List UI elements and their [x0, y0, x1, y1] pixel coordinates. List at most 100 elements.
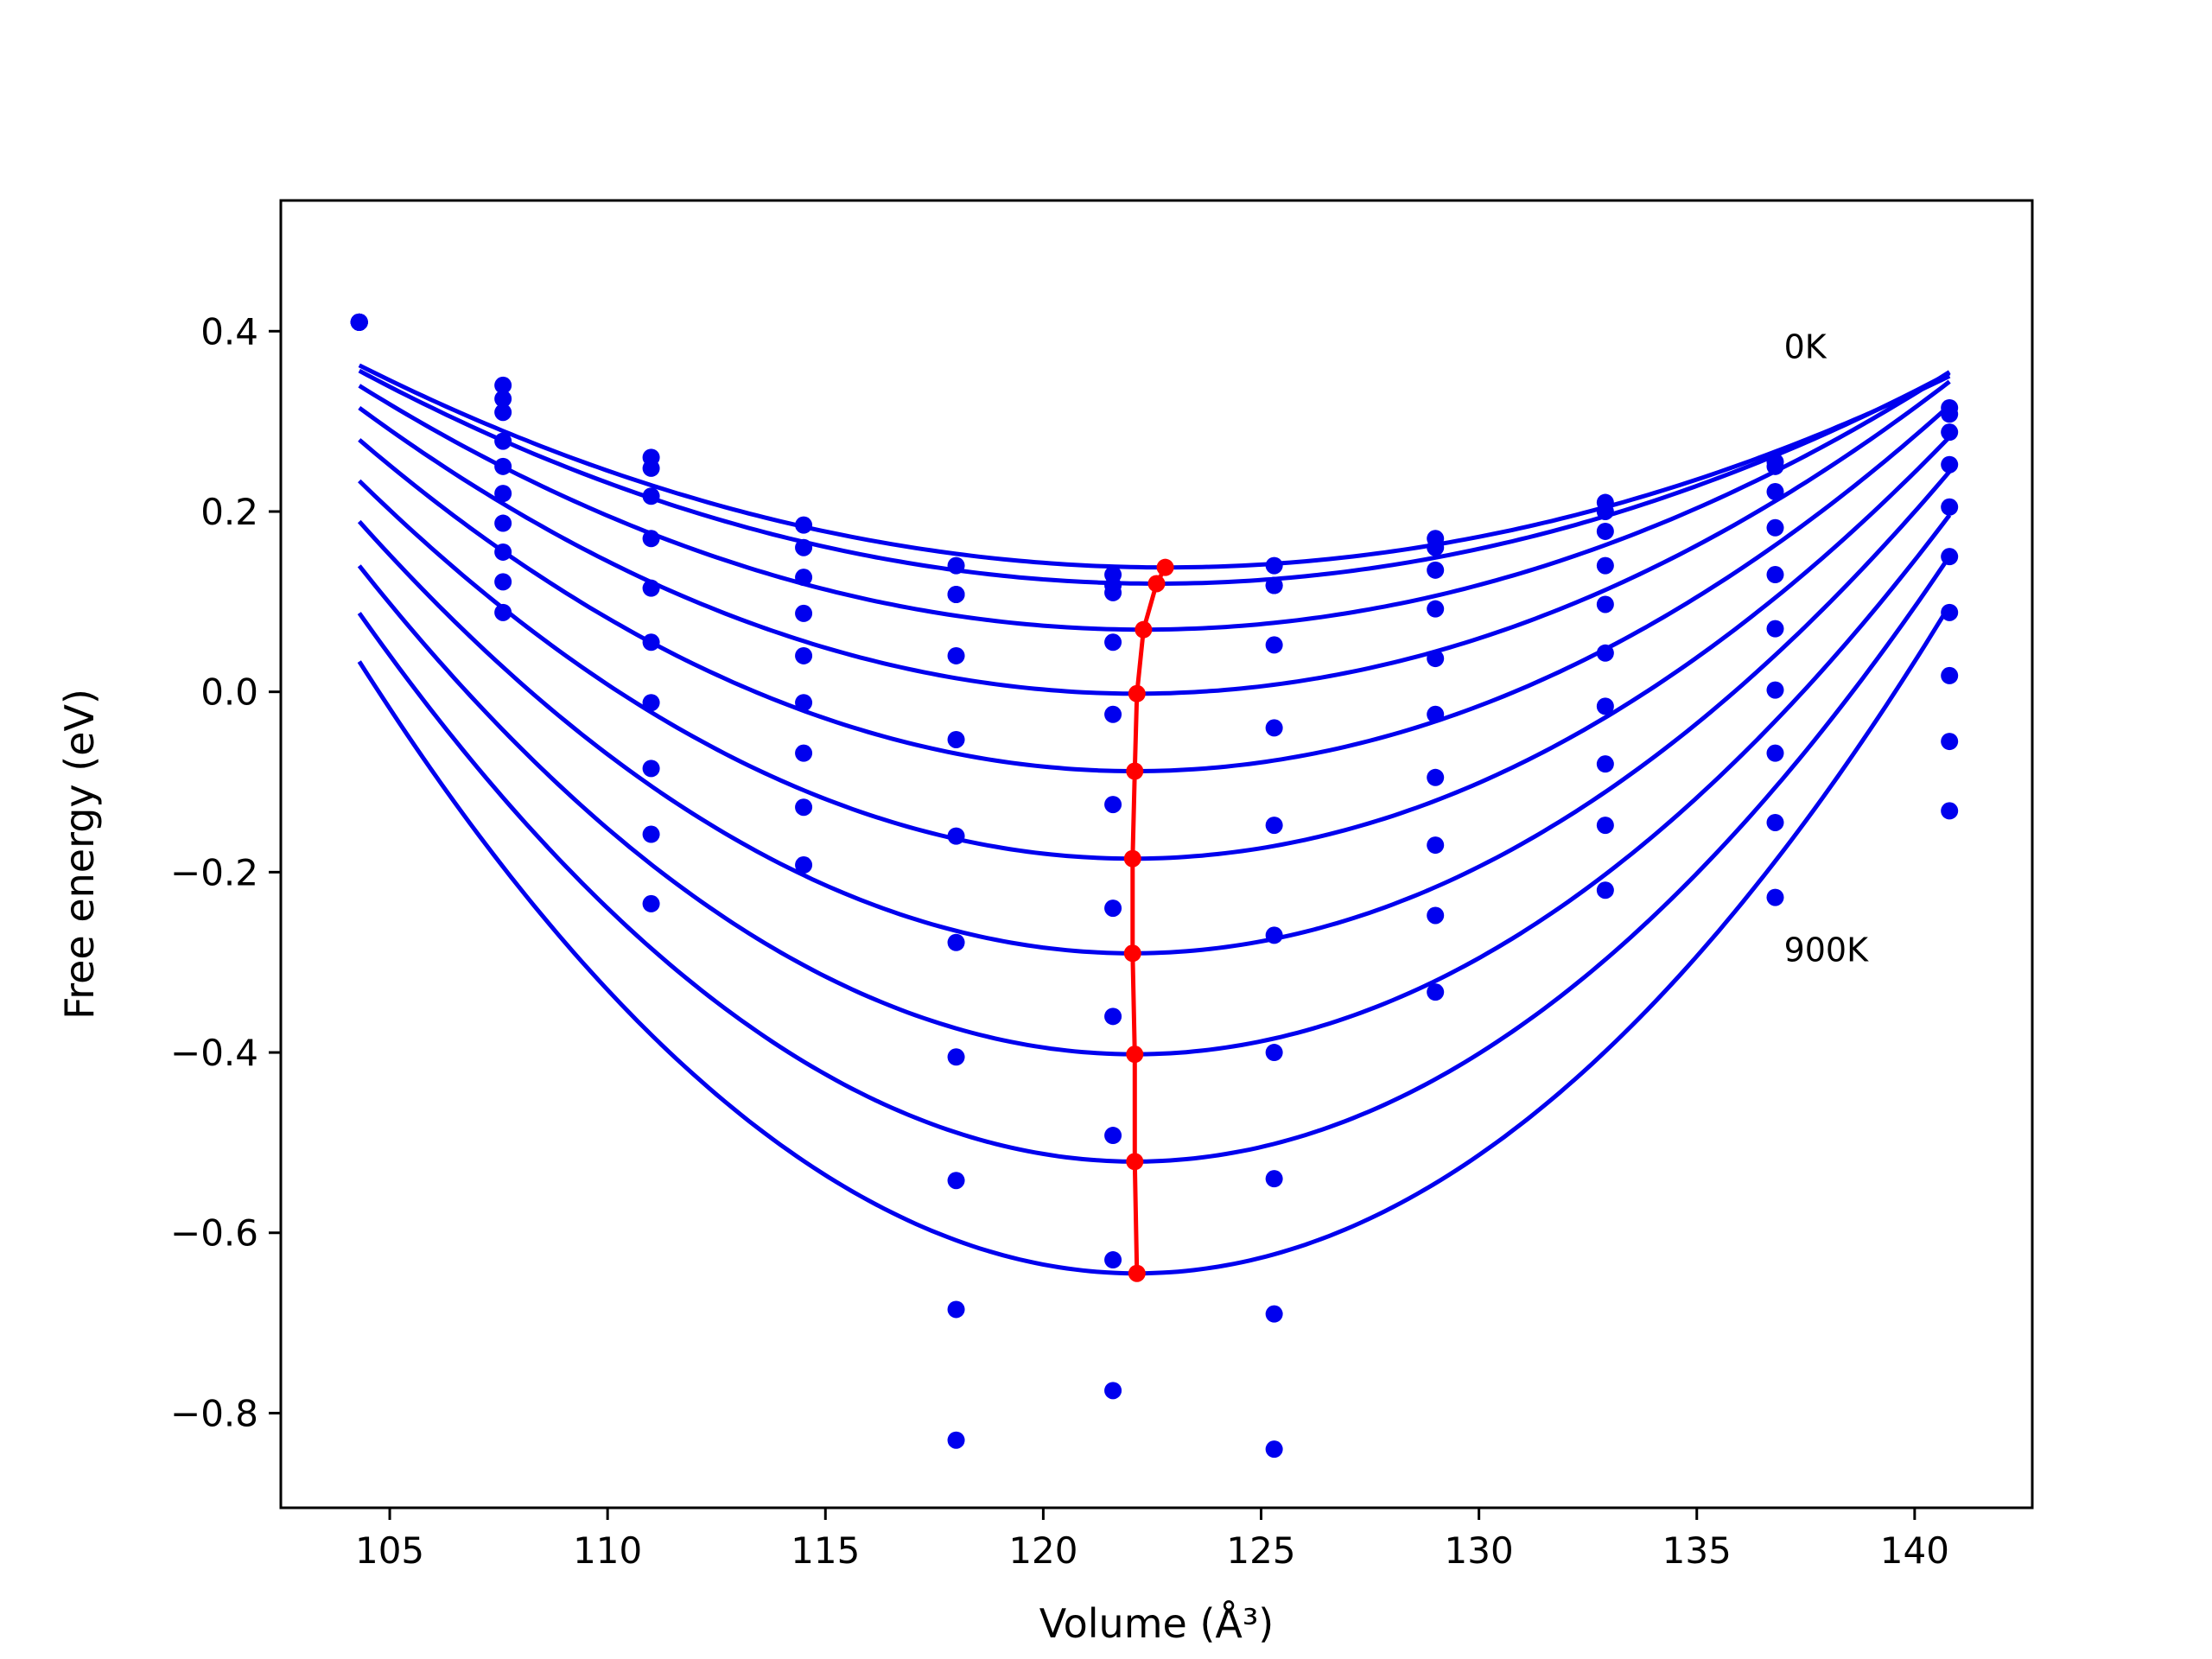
minimum-point: [1128, 684, 1146, 702]
data-point: [1265, 556, 1283, 575]
data-point: [1427, 836, 1445, 855]
minimum-point: [1126, 1046, 1144, 1064]
data-point: [642, 633, 660, 652]
scatter-points: [350, 313, 1959, 1459]
fit-curve-5: [358, 435, 1951, 861]
x-tick-label: 140: [1880, 1529, 1949, 1572]
data-point: [1596, 556, 1614, 575]
data-point: [1427, 600, 1445, 618]
data-point: [1104, 705, 1122, 723]
data-point: [1265, 1044, 1283, 1062]
data-point: [1766, 518, 1784, 537]
data-point: [947, 585, 965, 603]
data-point: [1941, 405, 1959, 423]
data-point: [795, 604, 813, 622]
data-point: [947, 646, 965, 664]
minimum-point: [1123, 944, 1141, 963]
data-point: [1941, 802, 1959, 820]
data-point: [1265, 1170, 1283, 1188]
data-point: [1766, 457, 1784, 475]
x-tick-label: 105: [355, 1529, 424, 1572]
minimum-point: [1126, 762, 1144, 780]
minimum-point: [1135, 620, 1153, 639]
data-point: [1766, 620, 1784, 638]
data-point: [1596, 881, 1614, 899]
data-point: [795, 538, 813, 556]
plot-frame: [279, 199, 2034, 1510]
data-point: [1596, 817, 1614, 835]
minimum-point: [1126, 1153, 1144, 1171]
fit-curve-1: [358, 368, 1951, 586]
data-point: [1427, 906, 1445, 925]
data-point: [1104, 796, 1122, 814]
data-point: [494, 485, 512, 503]
data-point: [795, 569, 813, 587]
data-point: [1766, 744, 1784, 762]
data-point: [1941, 548, 1959, 566]
x-axis-ticks: 105 110 115 120 125 130 135 140: [355, 1508, 1949, 1572]
y-tick-label: −0.8: [170, 1392, 258, 1434]
data-point: [947, 827, 965, 845]
data-point: [1427, 650, 1445, 668]
x-axis-label: Volume (Å³): [1039, 1600, 1274, 1647]
data-point: [1427, 705, 1445, 723]
minimum-point: [1123, 849, 1141, 868]
minima-path: [1130, 566, 1167, 1274]
data-point: [1596, 502, 1614, 520]
data-point: [947, 1172, 965, 1190]
data-point: [947, 1300, 965, 1319]
y-tick-label: 0.2: [200, 491, 258, 533]
data-point: [1104, 576, 1122, 594]
data-point: [795, 646, 813, 664]
y-tick-label: −0.4: [170, 1032, 258, 1074]
fit-curve-4: [358, 404, 1951, 773]
data-point: [1596, 644, 1614, 662]
x-tick-label: 125: [1226, 1529, 1295, 1572]
data-point: [1427, 768, 1445, 786]
data-point: [1427, 561, 1445, 579]
x-tick-label: 110: [573, 1529, 642, 1572]
fit-curve-3: [358, 379, 1951, 696]
minimum-point: [1147, 575, 1166, 593]
x-tick-label: 120: [1008, 1529, 1077, 1572]
data-point: [1941, 423, 1959, 442]
data-point: [642, 694, 660, 712]
data-point: [1104, 1007, 1122, 1026]
x-tick-label: 130: [1445, 1529, 1514, 1572]
data-point: [947, 933, 965, 951]
fit-curve-0: [358, 363, 1951, 570]
data-point: [1265, 636, 1283, 654]
data-point: [1596, 522, 1614, 540]
minima-line: [1123, 558, 1174, 1282]
fit-curve-8: [357, 555, 1952, 1164]
annotation-0k: 0K: [1784, 328, 1827, 366]
data-point: [1766, 681, 1784, 699]
data-point: [1104, 633, 1122, 652]
data-point: [1941, 603, 1959, 621]
data-point: [1104, 1251, 1122, 1269]
data-point: [1941, 666, 1959, 684]
x-tick-label: 135: [1662, 1529, 1732, 1572]
fit-curve-6: [357, 470, 1952, 956]
fit-curve-7: [357, 513, 1952, 1057]
data-point: [1766, 888, 1784, 906]
annotation-900k: 900K: [1784, 931, 1870, 969]
data-point: [947, 1431, 965, 1449]
data-point: [642, 459, 660, 477]
data-point: [947, 556, 965, 575]
data-point: [1941, 733, 1959, 751]
data-point: [795, 744, 813, 762]
minimum-point: [1128, 1264, 1146, 1282]
data-point: [494, 573, 512, 591]
data-point: [1596, 595, 1614, 613]
minimum-point: [1156, 558, 1174, 576]
y-axis-label: Free energy (eV): [56, 689, 103, 1020]
data-point: [494, 457, 512, 475]
data-point: [1265, 1305, 1283, 1323]
data-point: [642, 894, 660, 912]
x-tick-label: 115: [791, 1529, 860, 1572]
data-point: [1941, 498, 1959, 516]
data-point: [350, 313, 368, 331]
